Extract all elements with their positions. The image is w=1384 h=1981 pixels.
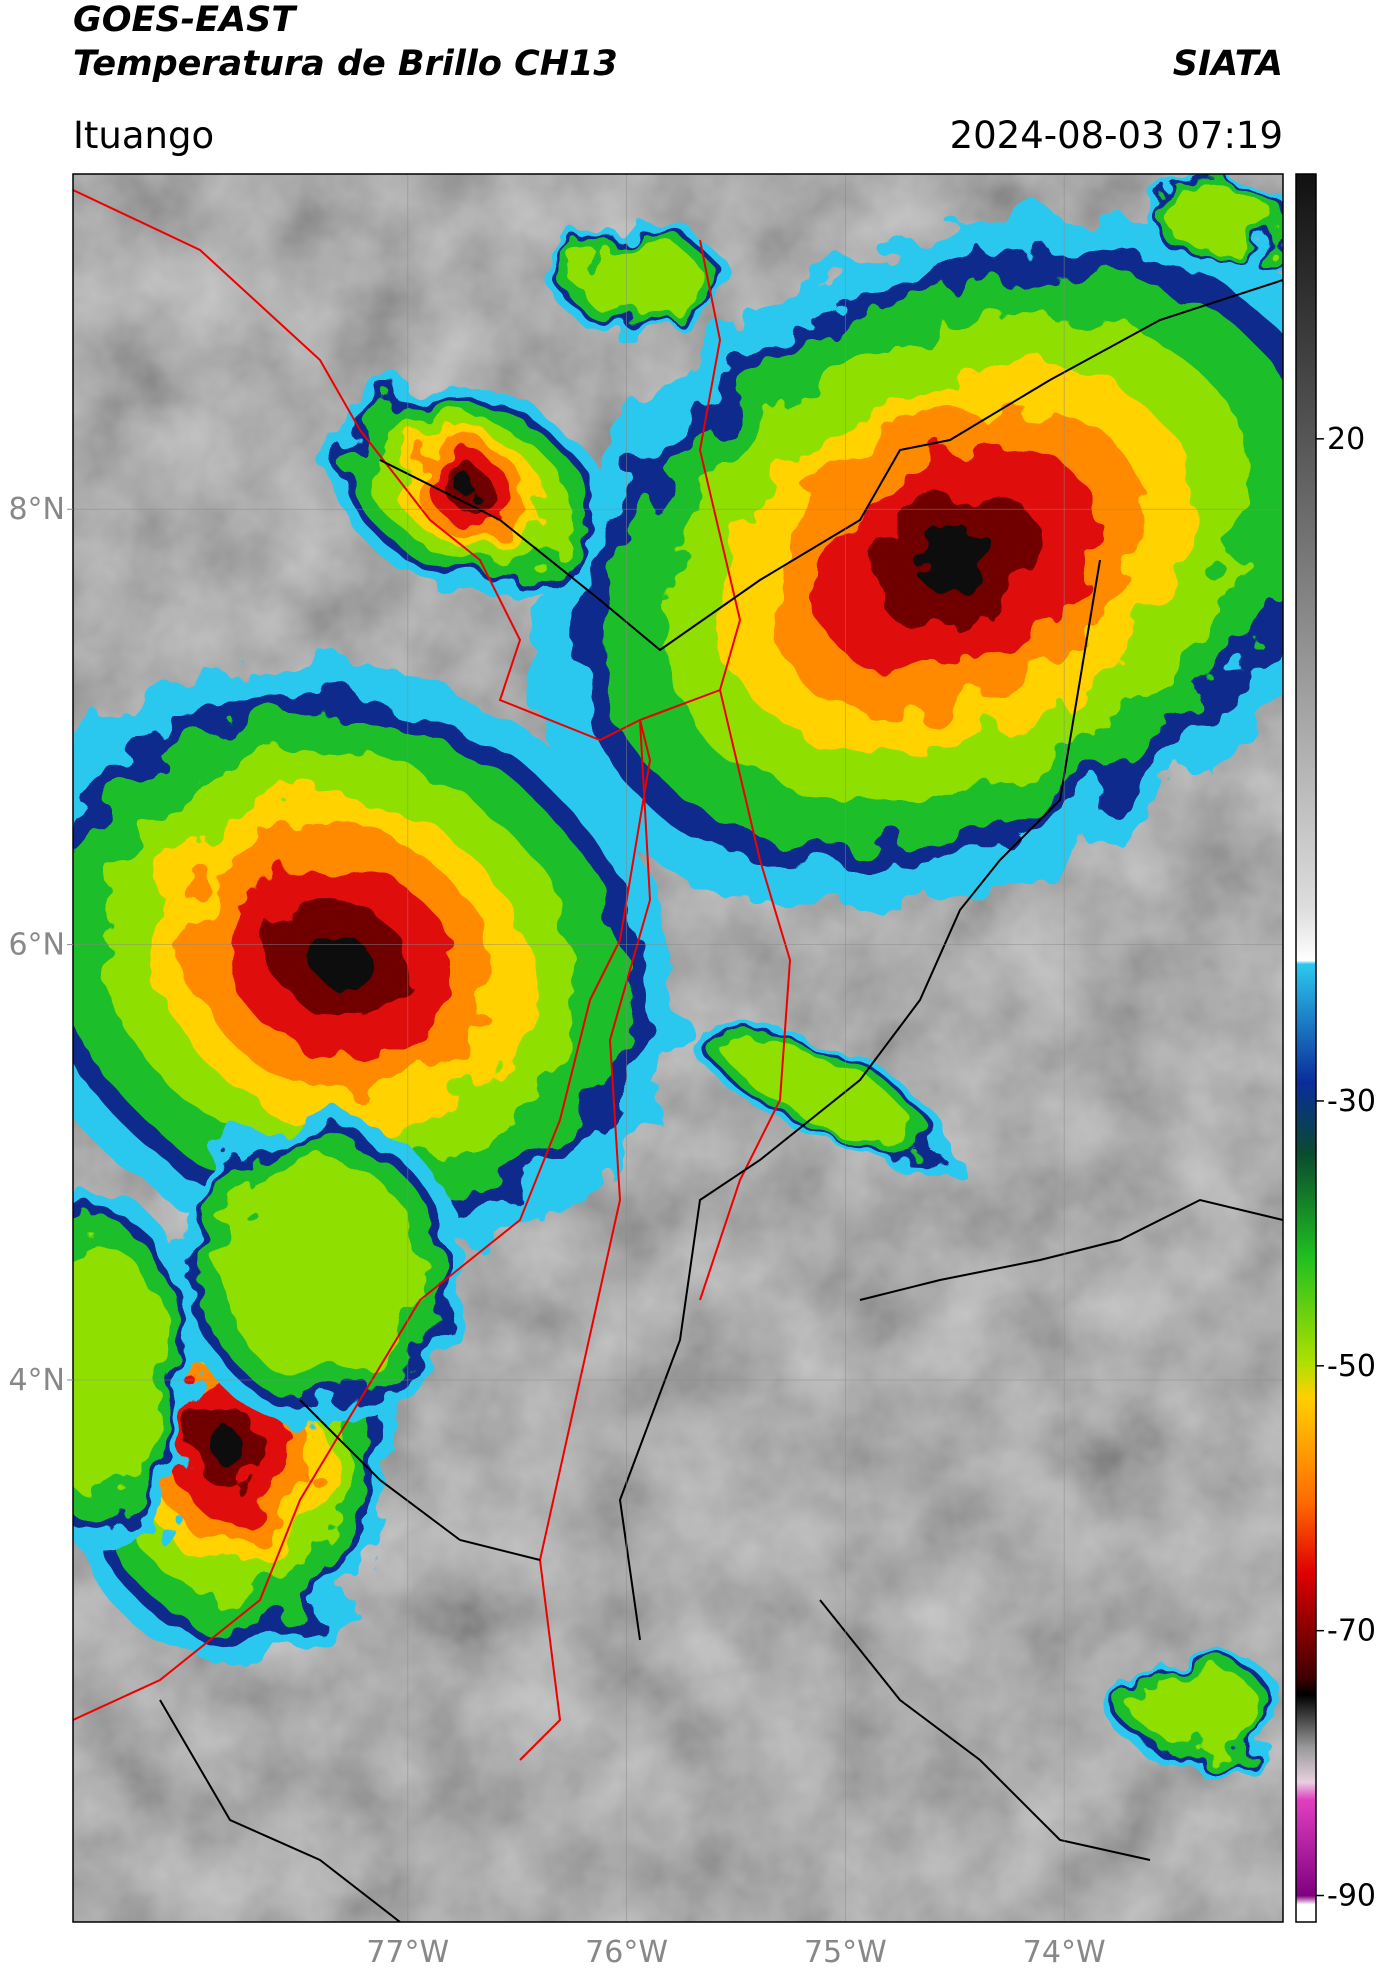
lon-label: 77°W: [366, 1935, 449, 1970]
title: GOES-EAST: [73, 0, 298, 40]
cloud-cell: [457, 480, 483, 500]
source: SIATA: [1173, 44, 1283, 84]
satellite-image: [73, 174, 1283, 1922]
colorbar-label: 20: [1327, 422, 1365, 457]
colorbar-label: -30: [1327, 1084, 1376, 1119]
cloud-cell: [1165, 188, 1275, 252]
cloud-cell: [727, 1038, 913, 1142]
lon-label: 74°W: [1023, 1935, 1106, 1970]
colorbar-label: -90: [1327, 1879, 1376, 1914]
cloud-cell: [73, 1245, 171, 1495]
lat-label: 6°N: [8, 928, 65, 963]
datetime: 2024-08-03 07:19: [950, 114, 1283, 157]
cloud-cell: [1137, 1671, 1263, 1749]
colorbar-label: -50: [1327, 1349, 1376, 1384]
lon-label: 76°W: [585, 1935, 668, 1970]
subtitle: Temperatura de Brillo CH13: [73, 44, 618, 84]
cloud-cell: [577, 241, 703, 319]
location: Ituango: [73, 114, 214, 157]
cloud-cell: [309, 933, 371, 987]
colorbar: [1295, 173, 1317, 1923]
colorbar-label: -70: [1327, 1614, 1376, 1649]
cloud-cell: [918, 528, 994, 592]
lat-label: 4°N: [8, 1363, 65, 1398]
map-frame: [72, 173, 1284, 1923]
cloud-cell: [218, 1160, 422, 1380]
lat-label: 8°N: [8, 492, 65, 527]
lon-label: 75°W: [804, 1935, 887, 1970]
cloud-cell: [215, 1431, 245, 1469]
